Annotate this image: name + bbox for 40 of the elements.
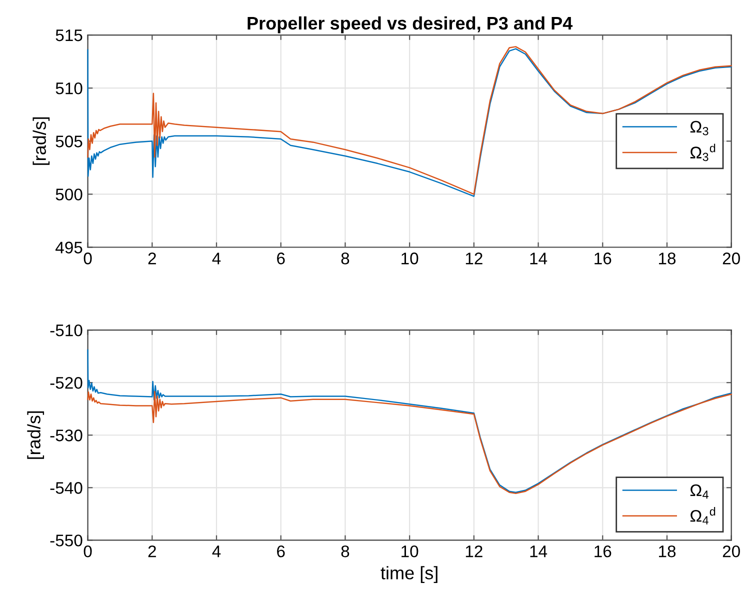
legend-label: Ω$_{3}$ <box>690 120 708 136</box>
x-tick-label: 8 <box>341 252 350 264</box>
x-tick-label: 6 <box>277 545 285 558</box>
x-tick-label: 12 <box>466 252 482 264</box>
x-tick-label: 20 <box>722 545 740 558</box>
legend-label: Ω$_{4}$$^{d}$ <box>690 507 716 524</box>
chart-title: Propeller speed vs desired, P3 and P4 <box>248 16 573 34</box>
y-tick-label: -520 <box>50 377 82 389</box>
x-tick-label: 18 <box>659 545 676 558</box>
x-tick-label: 10 <box>402 545 418 558</box>
y-tick-label: -530 <box>50 430 82 442</box>
x-tick-label: 12 <box>466 545 482 558</box>
y-tick-label: 495 <box>56 242 82 254</box>
x-tick-label: 16 <box>594 252 612 264</box>
x-tick-label: 20 <box>722 252 740 264</box>
x-tick-label: 14 <box>530 546 548 558</box>
x-tick-label: 10 <box>402 252 418 264</box>
x-axis-title: time [s] <box>380 566 438 583</box>
legend-label: Ω$_{4}$ <box>690 484 708 499</box>
x-tick-label: 0 <box>84 252 92 264</box>
legend-label: Ω$_{3}$$^{d}$ <box>690 144 716 162</box>
x-tick-label: 8 <box>341 545 350 558</box>
y-tick-label: -540 <box>50 482 82 494</box>
x-tick-label: 16 <box>594 545 612 558</box>
y-tick-label: 510 <box>56 82 82 94</box>
x-tick-label: 14 <box>530 252 548 264</box>
y-tick-label: 500 <box>56 188 82 200</box>
x-tick-label: 4 <box>212 546 221 558</box>
y-axis-title: [rad/s] <box>27 411 44 459</box>
x-tick-label: 2 <box>148 545 156 558</box>
x-tick-label: 4 <box>212 252 221 264</box>
y-tick-label: -550 <box>50 534 82 546</box>
x-tick-label: 2 <box>148 252 156 264</box>
y-tick-label: -510 <box>50 324 82 336</box>
x-tick-label: 6 <box>277 252 285 264</box>
y-tick-label: 515 <box>56 30 82 42</box>
y-axis-title: [rad/s] <box>32 117 50 165</box>
y-tick-label: 505 <box>56 136 82 148</box>
x-tick-label: 18 <box>659 252 676 264</box>
x-tick-label: 0 <box>84 545 92 558</box>
